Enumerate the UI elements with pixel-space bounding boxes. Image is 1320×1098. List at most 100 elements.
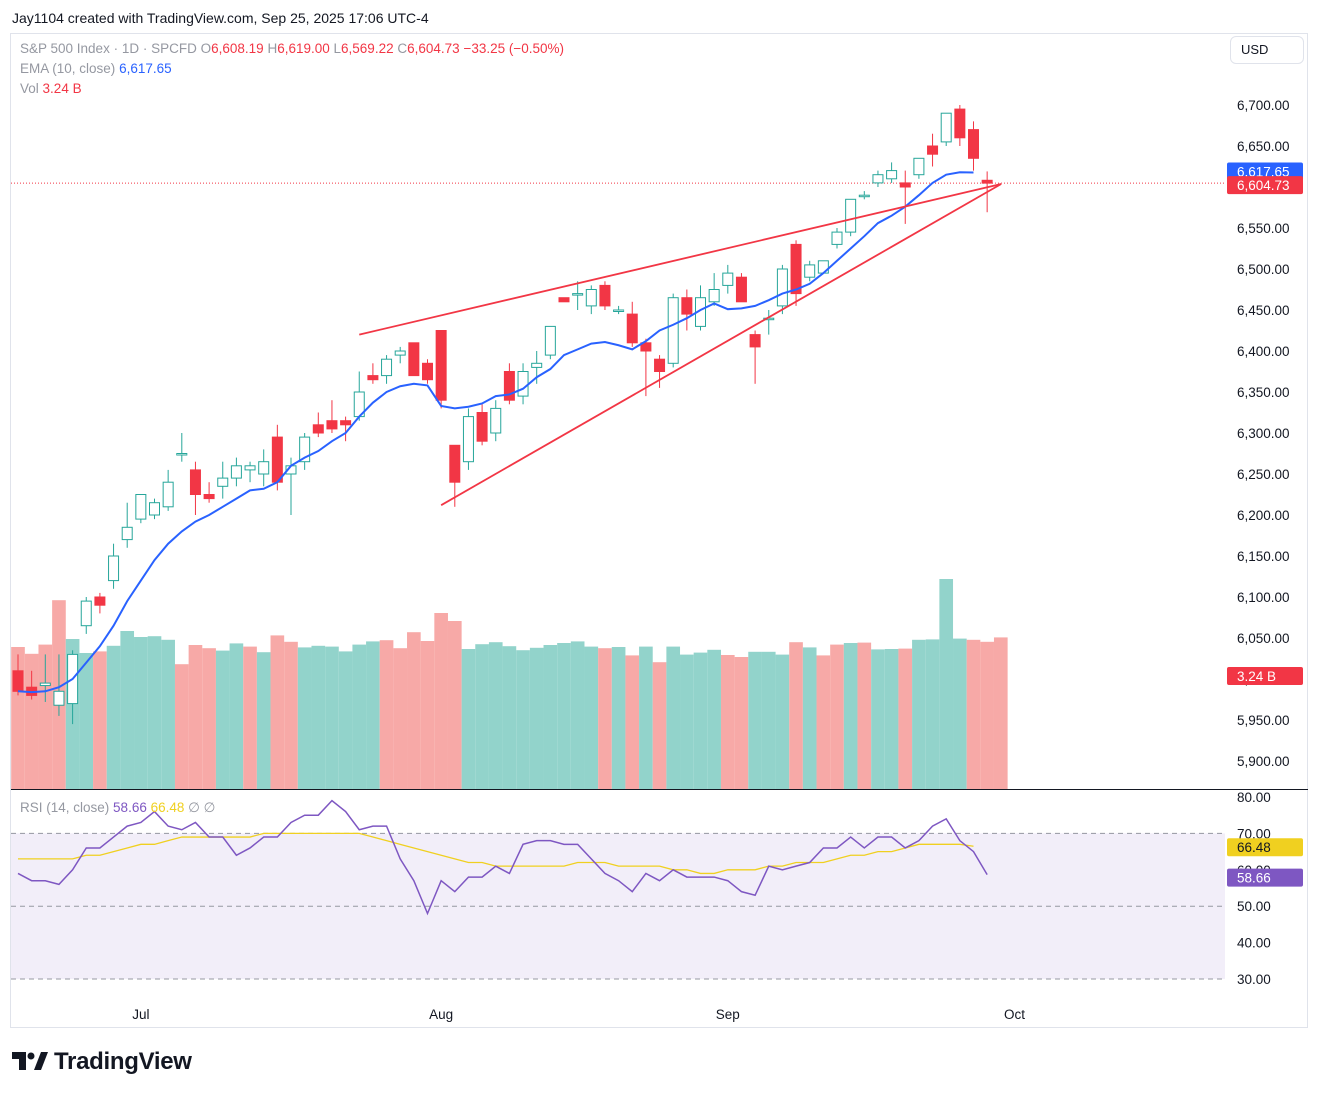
- volume-bar: [720, 655, 735, 789]
- chart-frame: [10, 33, 1308, 1028]
- volume-bar: [993, 637, 1008, 789]
- volume-bar: [134, 637, 148, 789]
- candle-body: [340, 420, 352, 426]
- candle-body: [722, 272, 734, 286]
- time-tick-label: Sep: [716, 1007, 740, 1022]
- candle-body: [913, 157, 925, 176]
- candle-body: [135, 494, 147, 520]
- candle: [654, 355, 666, 388]
- candle-body: [462, 416, 474, 463]
- candle-body: [149, 502, 160, 516]
- candle: [312, 412, 324, 438]
- rsi-tick-label: 50.00: [1237, 899, 1271, 914]
- ema-legend[interactable]: EMA (10, close) 6,617.65: [20, 61, 172, 76]
- candle: [708, 273, 720, 306]
- candle-body: [845, 198, 857, 233]
- candle: [271, 424, 283, 491]
- candle-body: [735, 276, 747, 303]
- tradingview-logo-icon: [12, 1052, 48, 1070]
- volume-value: 3.24 B: [42, 81, 82, 96]
- candle-body: [531, 362, 543, 368]
- volume-bar: [830, 644, 844, 789]
- candle: [517, 363, 529, 405]
- time-tick-label: Aug: [429, 1007, 453, 1022]
- candle-body: [585, 289, 597, 307]
- rsi-legend[interactable]: RSI (14, close) 58.66 66.48 ∅ ∅: [20, 800, 215, 816]
- candle-body: [558, 297, 570, 303]
- candle: [176, 433, 188, 462]
- price-tick-label: 5,900.00: [1237, 754, 1290, 769]
- candle: [162, 469, 174, 511]
- candle-body: [53, 690, 65, 706]
- volume-bar: [434, 613, 448, 789]
- volume-bar: [707, 649, 721, 789]
- candle-body: [80, 600, 92, 627]
- volume-bar: [625, 655, 640, 789]
- candle-body: [435, 330, 447, 401]
- currency-button[interactable]: USD: [1230, 36, 1304, 64]
- candle-body: [162, 481, 174, 508]
- candle-body: [244, 465, 256, 471]
- time-tick-label: Jul: [132, 1007, 149, 1022]
- volume-bar: [789, 642, 803, 789]
- candle: [490, 400, 502, 442]
- candle-body: [544, 325, 556, 356]
- candle: [585, 285, 597, 315]
- volume-price-label-text: 3.24 B: [1237, 669, 1276, 684]
- candle: [872, 170, 884, 187]
- candle-body: [626, 313, 638, 344]
- volume-bar: [884, 649, 899, 789]
- candle-body: [654, 358, 666, 373]
- candle-body: [12, 670, 24, 692]
- volume-bar: [871, 649, 885, 789]
- tradingview-logo[interactable]: TradingView: [12, 1048, 192, 1076]
- candle-body: [776, 268, 788, 307]
- volume-bar: [502, 646, 517, 789]
- candle: [913, 157, 925, 179]
- candle-body: [367, 375, 379, 381]
- trendline: [359, 183, 1002, 336]
- candle: [94, 592, 106, 614]
- volume-bar: [284, 641, 298, 789]
- volume-bar: [611, 647, 626, 789]
- ema-label: EMA (10, close): [20, 61, 116, 76]
- candle-body: [503, 371, 515, 401]
- candle-body: [94, 596, 106, 606]
- volume-bar: [147, 636, 162, 789]
- candle-body: [326, 420, 338, 430]
- volume-bar: [693, 652, 708, 789]
- candle-body: [640, 342, 652, 352]
- candle-body: [899, 182, 911, 188]
- rsi-tick-label: 70.00: [1237, 826, 1271, 841]
- price-tick-label: 6,150.00: [1237, 549, 1290, 564]
- volume-bar: [352, 644, 367, 789]
- candle: [476, 404, 488, 446]
- candle: [681, 289, 693, 331]
- rsi-tick-label: 30.00: [1237, 972, 1271, 987]
- price-tick-label: 5,950.00: [1237, 713, 1290, 728]
- candle: [640, 338, 652, 397]
- candle-body: [217, 477, 229, 487]
- candle-body: [681, 297, 693, 315]
- candle-body: [258, 461, 270, 475]
- volume-bar: [912, 639, 926, 789]
- volume-bar: [816, 655, 831, 789]
- candle-body: [517, 371, 529, 397]
- volume-legend[interactable]: Vol 3.24 B: [20, 81, 82, 96]
- volume-bar: [598, 648, 612, 789]
- candle-body: [312, 424, 324, 434]
- volume-bar: [311, 645, 326, 789]
- candle: [381, 355, 393, 384]
- rsi-value: 58.66: [113, 800, 147, 815]
- volume-bar: [584, 646, 599, 789]
- symbol-legend[interactable]: S&P 500 Index · 1D · SPCFD O6,608.19 H6,…: [20, 41, 564, 56]
- candle: [558, 297, 570, 303]
- price-tick-label: 6,050.00: [1237, 631, 1290, 646]
- candle: [39, 654, 51, 702]
- high-label: H: [267, 41, 278, 56]
- volume-bar: [543, 645, 558, 789]
- volume-bar: [243, 646, 257, 789]
- high-value: 6,619.00: [277, 41, 330, 56]
- volume-bar: [106, 645, 121, 789]
